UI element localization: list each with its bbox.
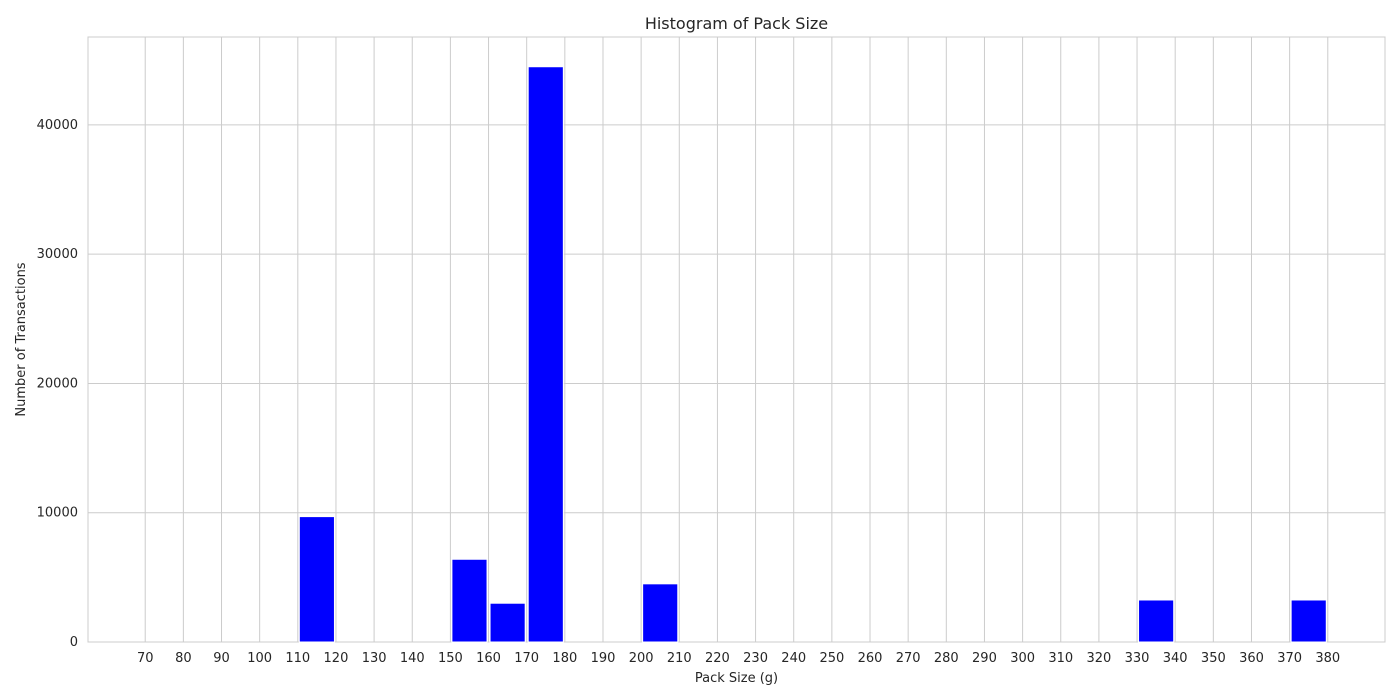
x-tick-label: 330 [1125, 651, 1150, 666]
x-tick-label: 290 [972, 651, 997, 666]
x-tick-label: 340 [1163, 651, 1188, 666]
y-tick-label: 10000 [37, 506, 78, 521]
x-tick-label: 80 [175, 651, 192, 666]
x-tick-label: 270 [896, 651, 921, 666]
x-tick-label: 350 [1201, 651, 1226, 666]
x-tick-label: 220 [705, 651, 730, 666]
x-tick-label: 100 [247, 651, 272, 666]
x-tick-label: 150 [438, 651, 463, 666]
y-tick-label: 30000 [37, 247, 78, 262]
x-tick-label: 200 [629, 651, 654, 666]
histogram-bar [1290, 599, 1327, 643]
bars [298, 66, 1327, 643]
x-tick-label: 210 [667, 651, 692, 666]
x-tick-label: 360 [1239, 651, 1264, 666]
x-tick-label: 130 [362, 651, 387, 666]
y-tick-label: 20000 [37, 376, 78, 391]
x-tick-label: 370 [1277, 651, 1302, 666]
x-tick-label: 300 [1010, 651, 1035, 666]
x-tick-label: 90 [213, 651, 230, 666]
y-axis-label: Number of Transactions [14, 262, 29, 416]
x-tick-label: 140 [400, 651, 425, 666]
x-tick-label: 160 [476, 651, 501, 666]
x-axis-label: Pack Size (g) [695, 671, 778, 686]
histogram-bar [298, 516, 335, 643]
x-tick-label: 240 [781, 651, 806, 666]
histogram-bar [451, 558, 488, 643]
histogram-bar [1138, 599, 1175, 643]
x-tick-label: 70 [137, 651, 154, 666]
x-tick-label: 180 [552, 651, 577, 666]
x-tick-label: 310 [1048, 651, 1073, 666]
histogram-bar [642, 583, 679, 643]
histogram-bar [527, 66, 564, 643]
grid-lines [88, 37, 1385, 643]
x-tick-label: 280 [934, 651, 959, 666]
x-tick-label: 230 [743, 651, 768, 666]
histogram-bar [489, 602, 526, 643]
x-tick-label: 170 [514, 651, 539, 666]
plot-area [87, 36, 1386, 643]
x-tick-label: 120 [324, 651, 349, 666]
y-tick-labels: 0 10000 20000 30000 40000 [37, 118, 78, 650]
x-tick-label: 260 [858, 651, 883, 666]
x-tick-label: 380 [1315, 651, 1340, 666]
x-tick-labels: 70 80 90 100 110 120 130 140 150 160 170 180 190 200 2… [137, 651, 1340, 666]
x-tick-label: 190 [591, 651, 616, 666]
chart-title: Histogram of Pack Size [645, 14, 828, 33]
x-tick-label: 110 [285, 651, 310, 666]
y-tick-label: 0 [70, 635, 78, 650]
y-tick-label: 40000 [37, 118, 78, 133]
x-tick-label: 320 [1086, 651, 1111, 666]
x-tick-label: 250 [819, 651, 844, 666]
